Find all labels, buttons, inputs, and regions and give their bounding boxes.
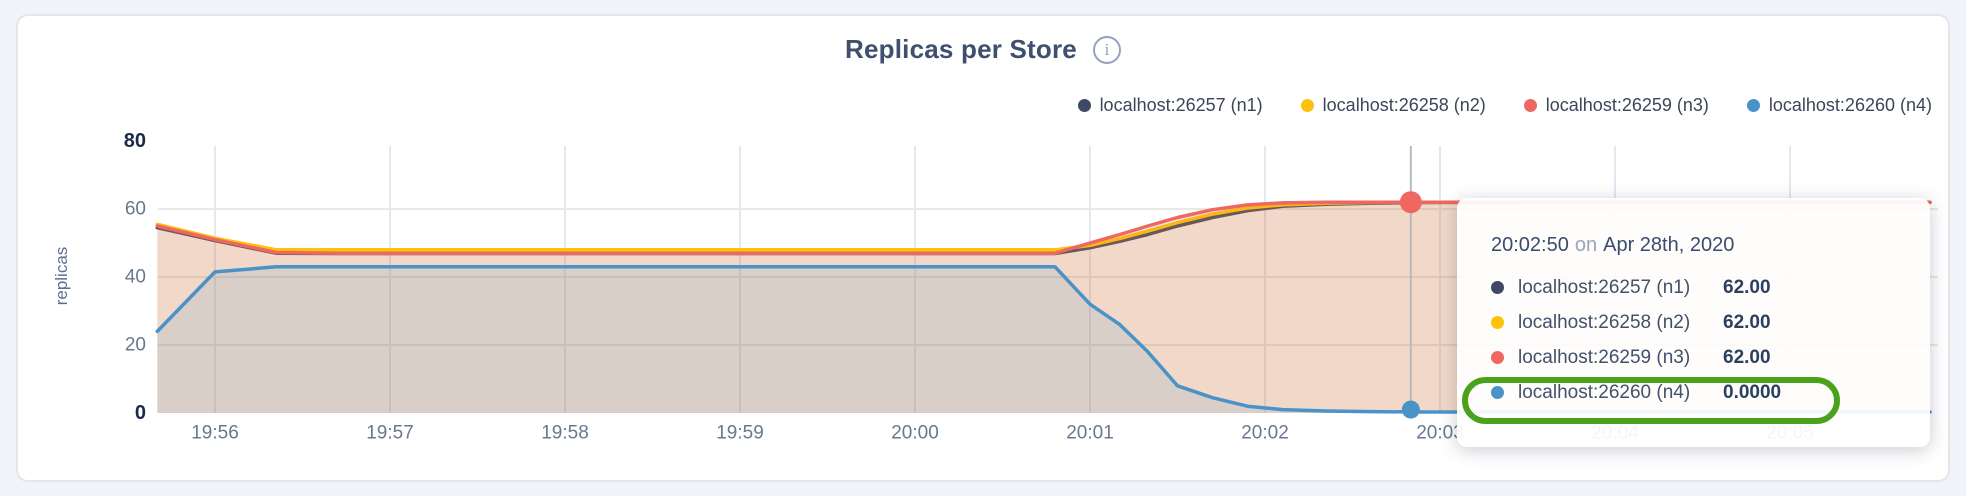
- x-tick-label: 19:59: [716, 423, 764, 444]
- legend-item-n2[interactable]: localhost:26258 (n2): [1300, 95, 1486, 116]
- tooltip-series-label: localhost:26258 (n2): [1518, 311, 1691, 333]
- series-dot-n1: [1491, 281, 1504, 294]
- tooltip-series-value: 62.00: [1723, 346, 1771, 368]
- legend-label: localhost:26260 (n4): [1768, 95, 1932, 115]
- y-tick-label: 60: [125, 199, 146, 220]
- tooltip-series-label: localhost:26260 (n4): [1518, 381, 1691, 403]
- tooltip-series-value: 0.0000: [1723, 381, 1782, 403]
- x-tick-label: 20:01: [1066, 423, 1114, 444]
- x-tick-label: 20:02: [1241, 423, 1289, 444]
- series-dot-n1: [1077, 99, 1091, 112]
- legend-item-n3[interactable]: localhost:26259 (n3): [1523, 95, 1709, 116]
- legend-label: localhost:26257 (n1): [1099, 95, 1263, 115]
- tooltip-date: Apr 28th, 2020: [1603, 234, 1735, 256]
- y-tick-label: 0: [135, 402, 146, 424]
- y-tick-label: 20: [125, 335, 146, 356]
- legend-item-n4[interactable]: localhost:26260 (n4): [1746, 95, 1932, 116]
- tooltip-series-value: 62.00: [1723, 311, 1771, 333]
- chart-header: Replicas per Store i: [0, 34, 1966, 65]
- tooltip-series-label: localhost:26257 (n1): [1518, 276, 1691, 298]
- y-tick-label: 80: [124, 130, 146, 152]
- tooltip-rows: localhost:26257 (n1) 62.00 localhost:262…: [1491, 270, 1896, 410]
- legend: localhost:26257 (n1) localhost:26258 (n2…: [1077, 95, 1932, 116]
- tooltip-time: 20:02:50: [1491, 234, 1569, 256]
- tooltip-row-n3: localhost:26259 (n3) 62.00: [1491, 340, 1896, 375]
- tooltip-timestamp: 20:02:50 on Apr 28th, 2020: [1491, 234, 1896, 257]
- chart-title: Replicas per Store: [845, 34, 1077, 64]
- y-axis-label: replicas: [52, 246, 71, 306]
- legend-label: localhost:26258 (n2): [1322, 95, 1486, 115]
- tooltip-row-n4: localhost:26260 (n4) 0.0000: [1491, 375, 1896, 410]
- series-dot-n2: [1300, 99, 1314, 112]
- series-dot-n2: [1491, 316, 1504, 329]
- tooltip-series-value: 62.00: [1723, 276, 1771, 298]
- series-dot-n4: [1746, 99, 1760, 112]
- series-dot-n3: [1491, 351, 1504, 364]
- tooltip-series-label: localhost:26259 (n3): [1518, 346, 1691, 368]
- legend-label: localhost:26259 (n3): [1545, 95, 1709, 115]
- info-icon[interactable]: i: [1092, 35, 1121, 64]
- hover-marker: [1401, 400, 1420, 419]
- series-line: [155, 265, 1932, 414]
- series-area: [157, 266, 1930, 413]
- legend-item-n1[interactable]: localhost:26257 (n1): [1077, 95, 1263, 116]
- x-tick-label: 19:56: [191, 423, 239, 444]
- series-dot-n4: [1491, 386, 1504, 399]
- hover-marker: [1399, 191, 1422, 214]
- series-dot-n3: [1523, 99, 1537, 112]
- x-tick-label: 20:03: [1416, 423, 1464, 444]
- x-tick-label: 19:58: [541, 423, 589, 444]
- tooltip-row-n2: localhost:26258 (n2) 62.00: [1491, 305, 1896, 340]
- series-line: [155, 200, 1932, 255]
- tooltip-connector: on: [1574, 234, 1598, 256]
- x-tick-label: 20:00: [891, 423, 939, 444]
- y-tick-label: 40: [125, 267, 146, 288]
- hover-tooltip: 20:02:50 on Apr 28th, 2020 localhost:26257…: [1457, 198, 1930, 447]
- x-tick-label: 19:57: [366, 423, 414, 444]
- tooltip-row-n1: localhost:26257 (n1) 62.00: [1491, 270, 1896, 305]
